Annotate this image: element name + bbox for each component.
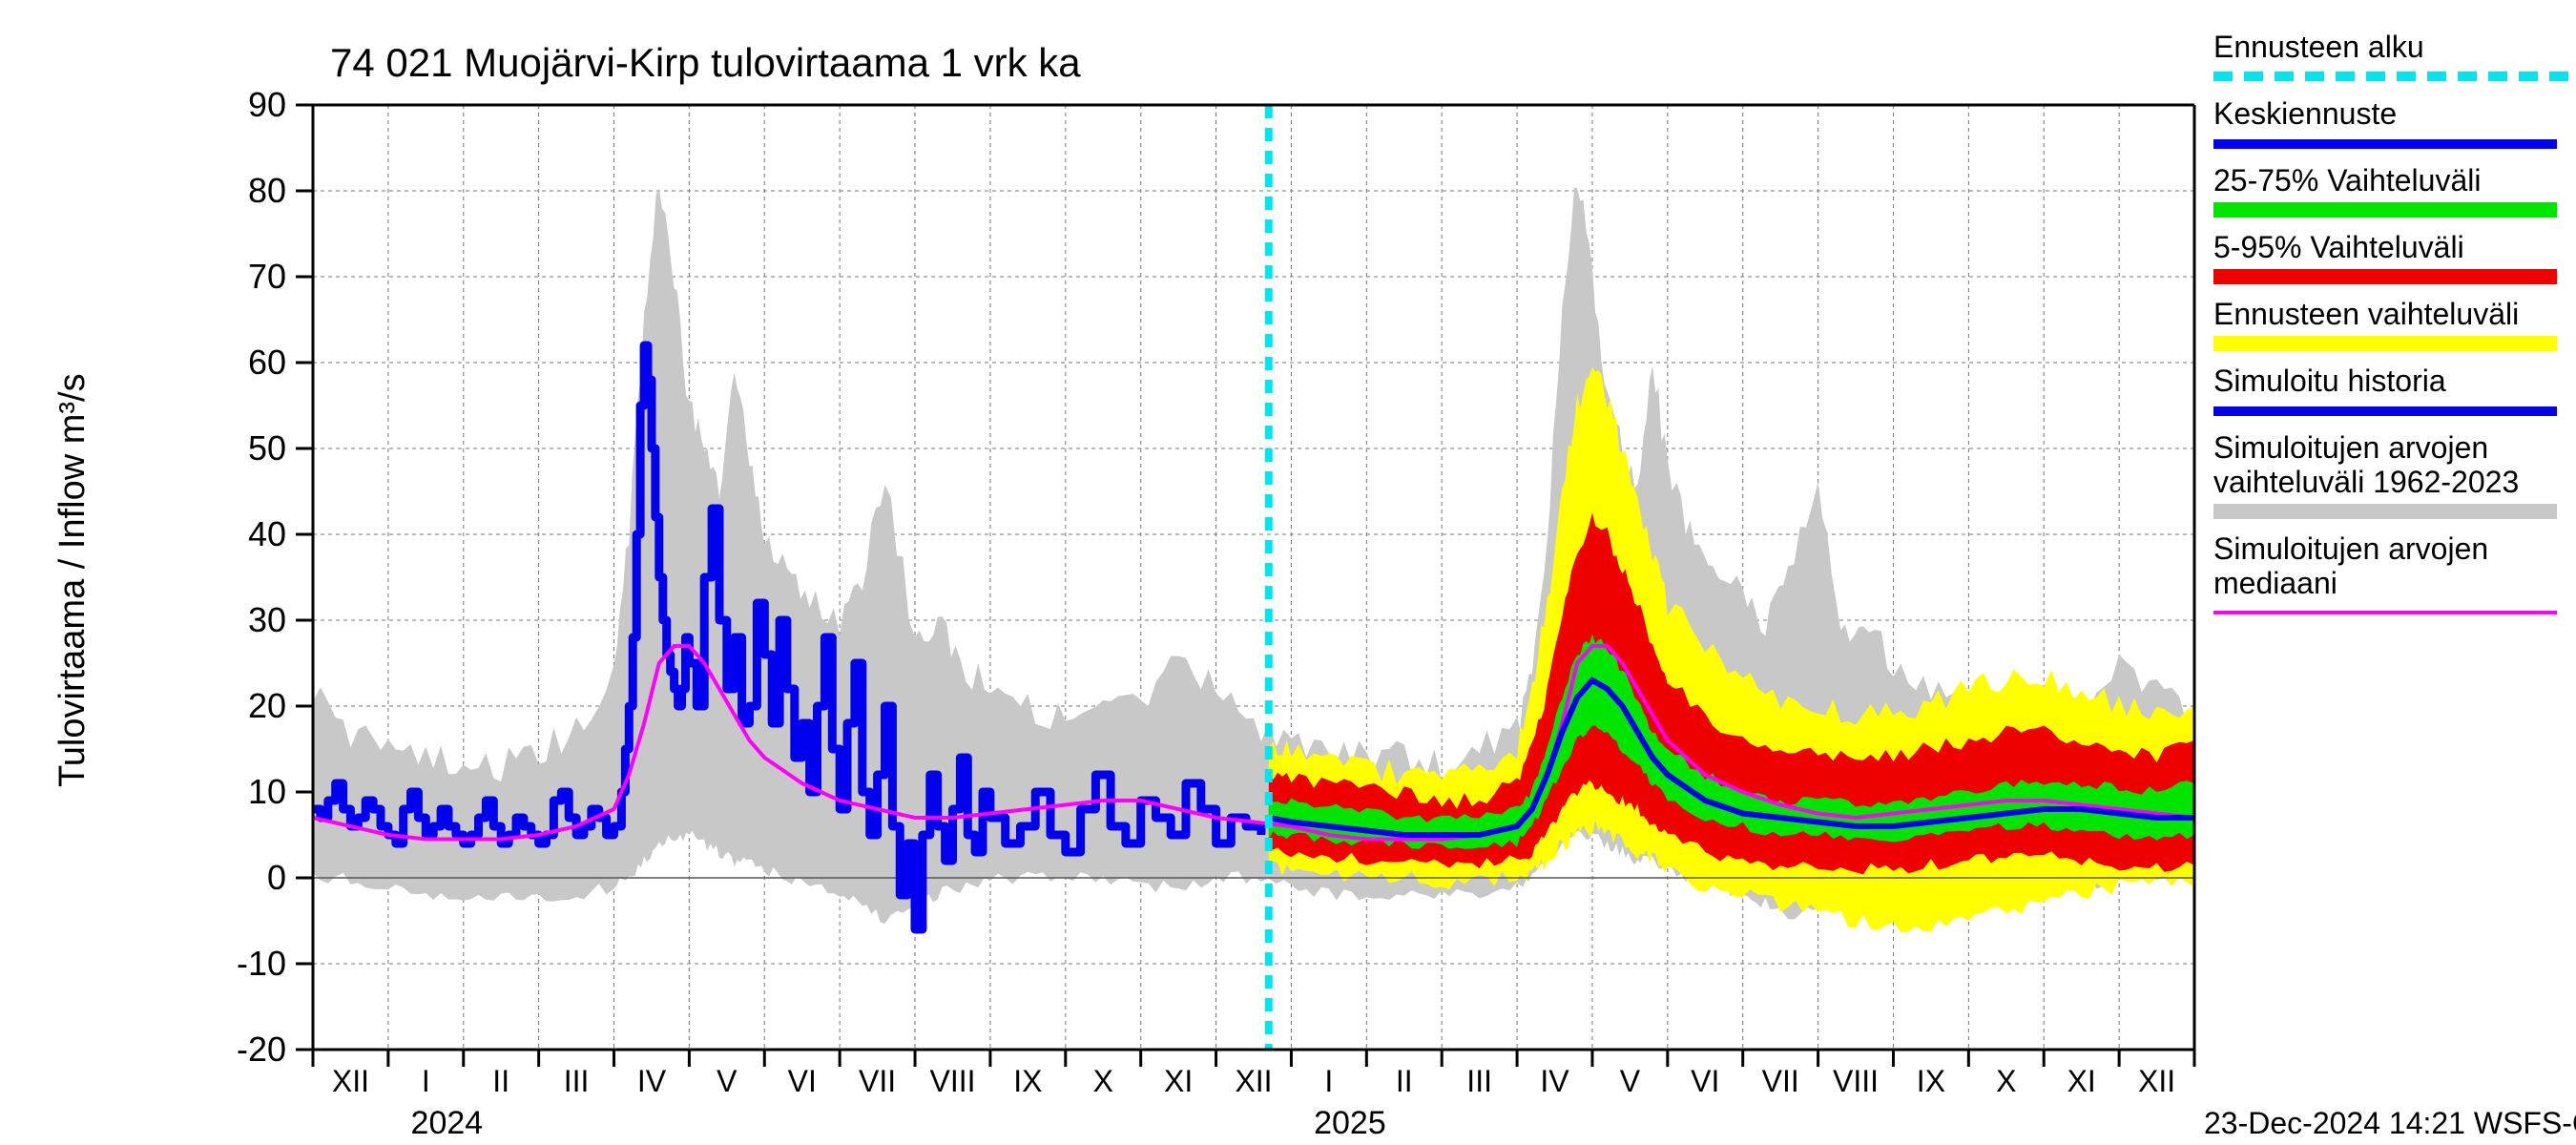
legend-swatch: [2213, 202, 2557, 218]
month-label: IX: [1917, 1064, 1945, 1098]
legend-swatch: [2244, 72, 2263, 81]
legend-swatch: [2305, 72, 2324, 81]
y-tick-label: -10: [237, 944, 286, 983]
legend-swatch: [2397, 72, 2416, 81]
month-label: X: [1996, 1064, 2016, 1098]
legend-label: Ennusteen vaihteluväli: [2213, 297, 2519, 331]
y-tick-label: -20: [237, 1030, 286, 1069]
legend-swatch: [2213, 406, 2557, 416]
legend-swatch: [2427, 72, 2446, 81]
month-label: XII: [2138, 1064, 2175, 1098]
chart-container: -20-100102030405060708090XIIIIIIIIIVVVIV…: [0, 0, 2576, 1145]
legend-label: Simuloitujen arvojen: [2213, 531, 2488, 566]
month-label: I: [422, 1064, 430, 1098]
chart-title: 74 021 Muojärvi-Kirp tulovirtaama 1 vrk …: [330, 40, 1081, 85]
y-tick-label: 10: [248, 772, 286, 811]
legend-label: Simuloitu historia: [2213, 364, 2446, 398]
month-label: V: [1620, 1064, 1641, 1098]
legend-label: vaihteluväli 1962-2023: [2213, 465, 2519, 499]
month-label: XII: [332, 1064, 369, 1098]
month-label: X: [1093, 1064, 1113, 1098]
month-label: XII: [1235, 1064, 1272, 1098]
month-label: III: [1466, 1064, 1492, 1098]
legend-label: Simuloitujen arvojen: [2213, 430, 2488, 465]
month-label: III: [564, 1064, 590, 1098]
legend-swatch: [2213, 336, 2557, 351]
month-label: XI: [2067, 1064, 2096, 1098]
footer-text: 23-Dec-2024 14:21 WSFS-O: [2204, 1106, 2576, 1140]
month-label: IX: [1013, 1064, 1042, 1098]
month-label: V: [717, 1064, 737, 1098]
y-tick-label: 50: [248, 428, 286, 468]
y-axis-label: Tulovirtaama / Inflow m³/s: [52, 373, 93, 787]
year-label: 2025: [1314, 1105, 1386, 1141]
y-tick-label: 60: [248, 343, 286, 382]
legend-label: 5-95% Vaihteluväli: [2213, 230, 2464, 264]
legend-swatch: [2488, 72, 2507, 81]
month-label: I: [1324, 1064, 1333, 1098]
y-tick-label: 80: [248, 171, 286, 210]
month-label: XI: [1164, 1064, 1193, 1098]
y-tick-label: 40: [248, 514, 286, 553]
y-tick-label: 20: [248, 686, 286, 725]
legend-swatch: [2336, 72, 2355, 81]
legend-swatch: [2549, 72, 2568, 81]
y-tick-label: 30: [248, 600, 286, 639]
month-label: VII: [859, 1064, 896, 1098]
legend-swatch: [2519, 72, 2538, 81]
legend-label: Ennusteen alku: [2213, 30, 2424, 64]
legend-swatch: [2366, 72, 2385, 81]
legend-label: mediaani: [2213, 566, 2337, 600]
legend-swatch: [2213, 139, 2557, 149]
year-label: 2024: [411, 1105, 484, 1141]
month-label: VIII: [929, 1064, 975, 1098]
month-label: VI: [1691, 1064, 1719, 1098]
legend-label: Keskiennuste: [2213, 96, 2397, 131]
legend-swatch: [2213, 611, 2557, 614]
legend-swatch: [2213, 504, 2557, 519]
month-label: IV: [637, 1064, 667, 1098]
month-label: VII: [1762, 1064, 1799, 1098]
legend-swatch: [2458, 72, 2477, 81]
month-label: II: [1396, 1064, 1413, 1098]
month-label: VIII: [1833, 1064, 1879, 1098]
legend-swatch: [2275, 72, 2294, 81]
month-label: IV: [1540, 1064, 1569, 1098]
inflow-chart: -20-100102030405060708090XIIIIIIIIIVVVIV…: [0, 0, 2576, 1145]
y-tick-label: 90: [248, 85, 286, 124]
month-label: II: [492, 1064, 509, 1098]
y-tick-label: 70: [248, 257, 286, 296]
y-tick-label: 0: [267, 858, 286, 897]
month-label: VI: [788, 1064, 817, 1098]
legend-swatch: [2213, 269, 2557, 284]
legend-label: 25-75% Vaihteluväli: [2213, 163, 2481, 198]
legend-swatch: [2213, 72, 2233, 81]
